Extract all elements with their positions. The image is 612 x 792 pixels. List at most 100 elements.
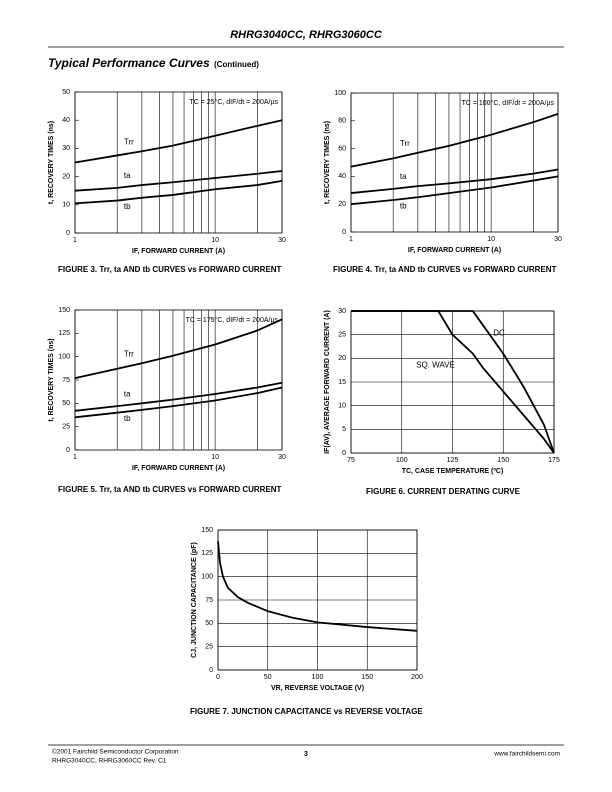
y-tick-label: 125 <box>201 550 213 557</box>
x-tick-label: 0 <box>216 674 220 681</box>
x-tick-label: 50 <box>264 674 272 681</box>
x-tick-label: 100 <box>312 674 324 681</box>
x-tick-label: 1 <box>349 236 353 243</box>
y-tick-label: 20 <box>338 201 346 208</box>
y-tick-label: 150 <box>58 307 70 314</box>
figure-caption: FIGURE 3. Trr, ta AND tb CURVES vs FORWA… <box>58 265 282 274</box>
y-tick-label: 50 <box>62 400 70 407</box>
curve <box>74 179 283 205</box>
curve <box>350 112 559 168</box>
y-tick-label: 10 <box>338 403 346 410</box>
y-tick-label: 10 <box>62 202 70 209</box>
y-axis-label: CJ, JUNCTION CAPACITANCE (pF) <box>191 542 198 658</box>
y-tick-label: 0 <box>209 667 213 674</box>
y-tick-label: 100 <box>201 574 213 581</box>
y-axis-label: t, RECOVERY TIMES (ns) <box>324 121 331 204</box>
plot-annotation: TC = 25°C, dIF/dt = 200A/µs <box>189 98 278 106</box>
series-label: ta <box>124 389 131 398</box>
curve <box>74 170 283 192</box>
x-axis-label: IF, FORWARD CURRENT (A) <box>132 248 225 255</box>
y-tick-label: 0 <box>342 229 346 236</box>
curve <box>217 541 418 632</box>
y-tick-label: 100 <box>334 90 346 97</box>
y-tick-label: 25 <box>62 424 70 431</box>
curve <box>351 310 555 454</box>
y-tick-label: 40 <box>338 173 346 180</box>
y-tick-label: 20 <box>338 355 346 362</box>
curve <box>350 175 559 206</box>
y-axis-label: t, RECOVERY TIMES (ns) <box>48 338 55 421</box>
x-tick-label: 30 <box>278 454 286 461</box>
y-tick-label: 50 <box>62 89 70 96</box>
y-tick-label: 0 <box>66 230 70 237</box>
y-tick-label: 60 <box>338 145 346 152</box>
curve <box>74 119 283 164</box>
x-tick-label: 30 <box>278 237 286 244</box>
series-label: Trr <box>124 349 134 358</box>
x-tick-label: 1 <box>73 454 77 461</box>
x-tick-label: 10 <box>487 236 495 243</box>
series-label: tb <box>400 201 407 210</box>
figure-caption: FIGURE 4. Trr, ta AND tb CURVES vs FORWA… <box>333 265 557 274</box>
figure-caption: FIGURE 7. JUNCTION CAPACITANCE vs REVERS… <box>190 707 423 716</box>
y-tick-label: 100 <box>58 354 70 361</box>
x-tick-label: 10 <box>211 237 219 244</box>
y-tick-label: 30 <box>338 308 346 315</box>
curve <box>74 386 283 419</box>
x-tick-label: 125 <box>447 457 459 464</box>
series-label: SQ. WAVE <box>416 361 455 370</box>
y-tick-label: 75 <box>62 377 70 384</box>
series-label: ta <box>124 171 131 180</box>
plot-annotation: TC = 175°C, dIF/dt = 200A/µs <box>186 316 279 324</box>
plot-frame <box>350 92 559 233</box>
series-label: Trr <box>124 137 134 146</box>
footer-copyright: ©2001 Fairchild Semiconductor Corporatio… <box>52 748 179 756</box>
y-axis-label: t, RECOVERY TIMES (ns) <box>48 121 55 204</box>
section-note: (Continued) <box>214 60 259 69</box>
y-tick-label: 20 <box>62 173 70 180</box>
y-tick-label: 15 <box>338 379 346 386</box>
x-tick-label: 150 <box>361 674 373 681</box>
footer-url: www.fairchildsemi.com <box>493 751 560 758</box>
x-tick-label: 200 <box>411 674 423 681</box>
x-tick-label: 1 <box>73 237 77 244</box>
series-label: tb <box>124 414 131 423</box>
figure-caption: FIGURE 6. CURRENT DERATING CURVE <box>366 487 521 496</box>
curve <box>350 168 559 194</box>
curve <box>351 310 555 454</box>
curve <box>74 318 283 380</box>
series-label: DC <box>493 329 505 338</box>
section-title: Typical Performance Curves <box>48 56 210 70</box>
x-tick-label: 175 <box>548 457 560 464</box>
y-tick-label: 40 <box>62 117 70 124</box>
x-axis-label: IF, FORWARD CURRENT (A) <box>408 247 501 254</box>
x-tick-label: 10 <box>211 454 219 461</box>
y-tick-label: 25 <box>205 644 213 651</box>
page-number: 3 <box>304 751 308 758</box>
x-axis-label: VR, REVERSE VOLTAGE (V) <box>271 685 364 692</box>
x-tick-label: 100 <box>396 457 408 464</box>
footer-revision: RHRG3040CC, RHRG3060CC Rev. C1 <box>52 758 167 765</box>
header-title: RHRG3040CC, RHRG3060CC <box>230 29 383 41</box>
plot-frame <box>217 529 418 671</box>
y-tick-label: 150 <box>201 527 213 534</box>
curve <box>74 381 283 412</box>
series-label: tb <box>124 202 131 211</box>
series-label: ta <box>400 172 407 181</box>
x-axis-label: IF, FORWARD CURRENT (A) <box>132 465 225 472</box>
y-tick-label: 50 <box>205 620 213 627</box>
x-tick-label: 150 <box>497 457 509 464</box>
y-tick-label: 75 <box>205 597 213 604</box>
x-axis-label: TC, CASE TEMPERATURE (ºC) <box>402 468 504 475</box>
plot-annotation: TC = 100°C, dIF/dt = 200A/µs <box>462 99 555 107</box>
x-tick-label: 75 <box>347 457 355 464</box>
y-tick-label: 0 <box>66 447 70 454</box>
y-axis-label: IF(AV), AVERAGE FORWARD CURRENT (A) <box>324 310 331 454</box>
series-label: Trr <box>400 139 410 148</box>
figure-caption: FIGURE 5. Trr, ta AND tb CURVES vs FORWA… <box>58 485 282 494</box>
x-tick-label: 30 <box>554 236 562 243</box>
plot-frame <box>74 309 283 451</box>
y-tick-label: 25 <box>338 332 346 339</box>
